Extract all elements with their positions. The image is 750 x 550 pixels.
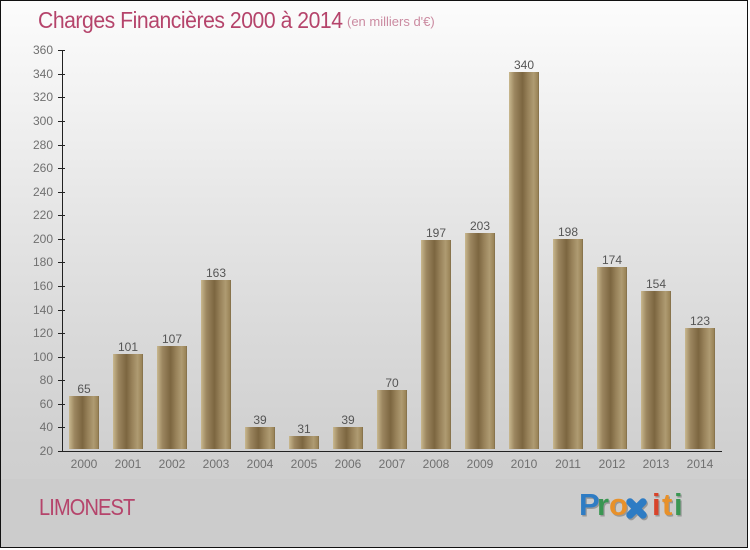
svg-text:i: i — [674, 487, 683, 522]
svg-text:o: o — [609, 487, 628, 522]
svg-text:t: t — [662, 487, 672, 522]
svg-text:i: i — [652, 487, 661, 522]
svg-text:r: r — [597, 487, 609, 522]
